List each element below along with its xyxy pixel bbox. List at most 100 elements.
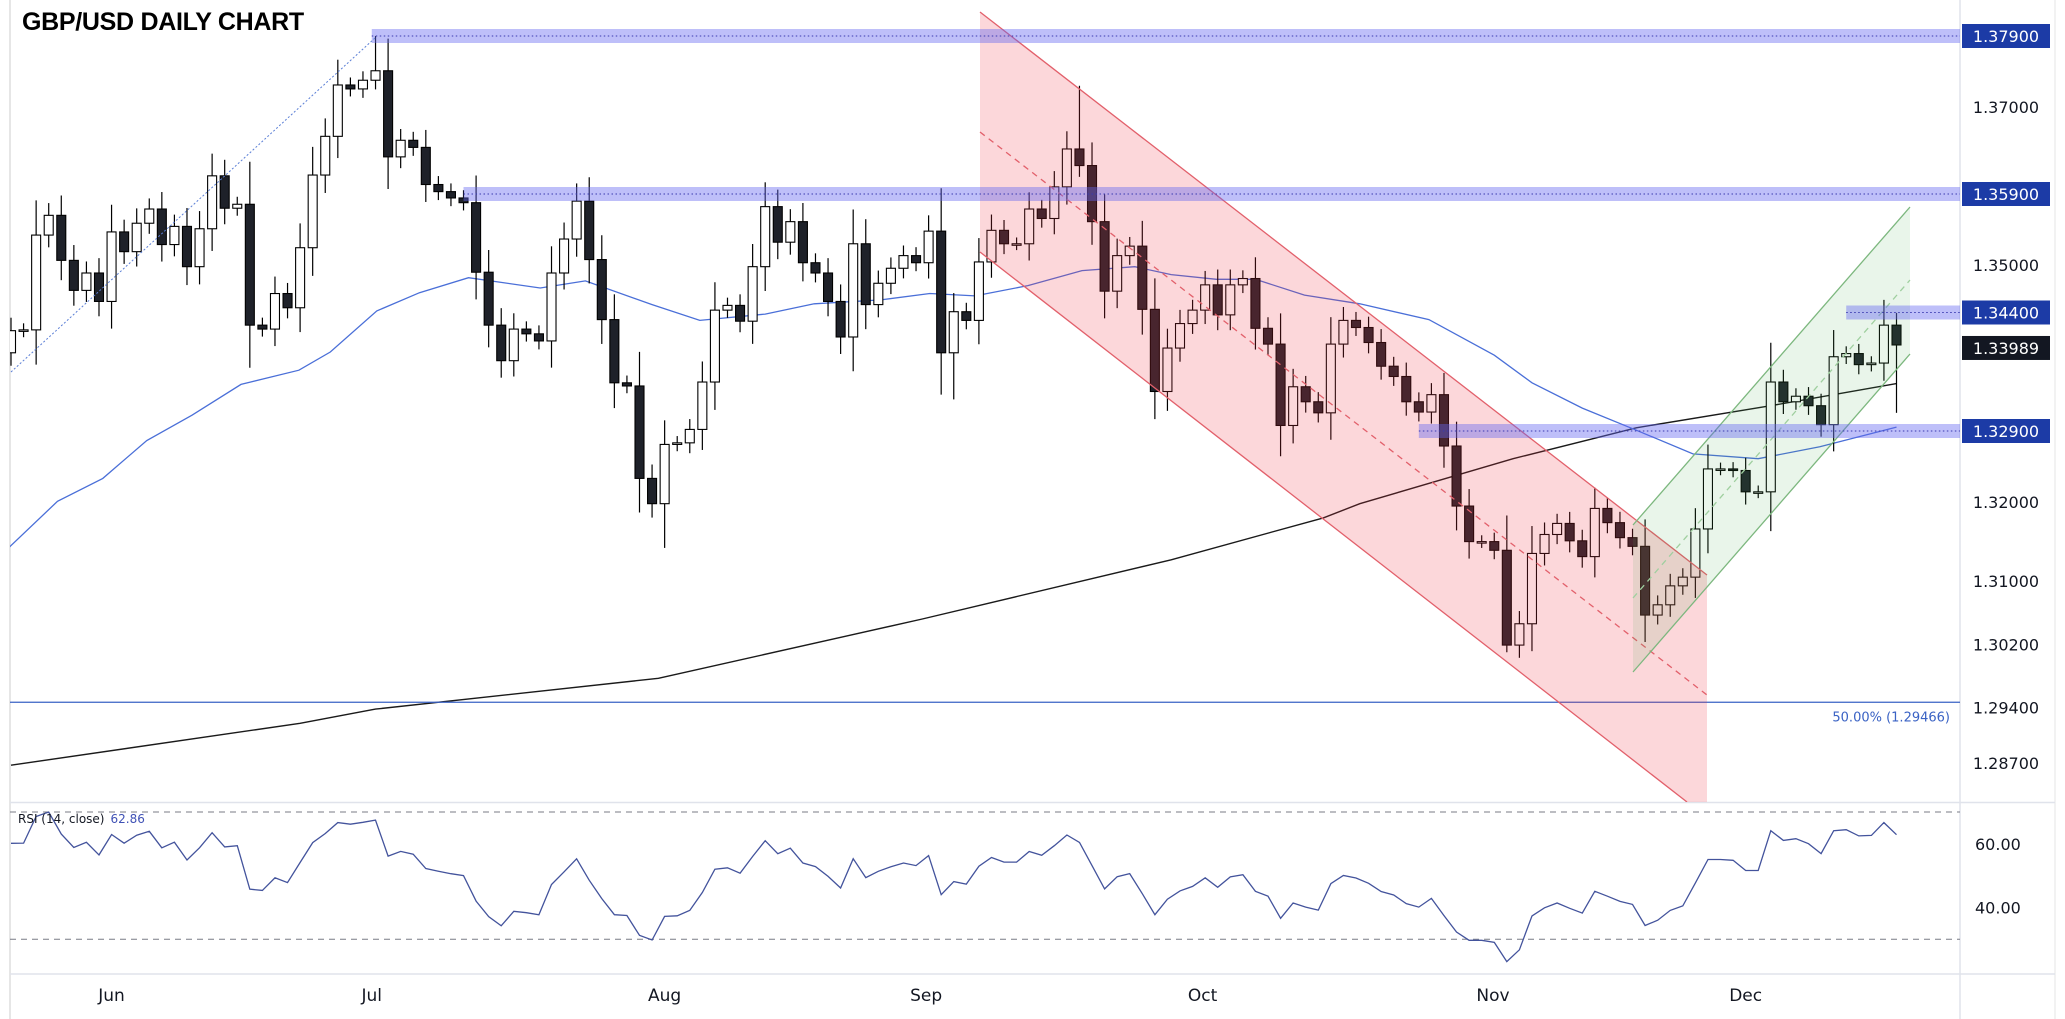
candle: [1112, 238, 1123, 309]
candle: [684, 419, 695, 454]
candle-body-down: [1036, 208, 1047, 220]
candle: [1200, 270, 1211, 325]
price-tick-label: 1.35000: [1973, 256, 2039, 275]
candle-body-down: [1778, 381, 1789, 403]
candle-body-down: [408, 139, 419, 148]
candle: [1124, 236, 1135, 265]
candle-body-up: [1225, 284, 1236, 316]
candle: [1853, 343, 1864, 375]
candle-body-down: [1740, 469, 1751, 493]
level-band: [371, 29, 1960, 43]
candle-body-up: [1124, 245, 1135, 257]
candle-body-down: [634, 385, 645, 479]
candle: [533, 325, 544, 350]
candle-body-up: [1024, 208, 1035, 245]
candle-body-up: [1476, 541, 1487, 544]
candle: [232, 196, 243, 216]
candle: [672, 436, 683, 452]
candle: [1690, 508, 1701, 598]
candle: [1300, 375, 1311, 413]
bullish-channel-upper: [1632, 206, 1911, 526]
month-tick-label: Jun: [97, 986, 125, 1006]
candle-body-down: [1489, 541, 1500, 551]
candle: [433, 176, 444, 201]
candle: [1476, 535, 1487, 548]
candle-body-up: [1866, 362, 1877, 366]
candle-body-up: [144, 208, 155, 224]
candle: [521, 321, 532, 342]
candle-body-down: [483, 271, 494, 326]
candle-body-down: [1350, 319, 1362, 329]
level-band: [1418, 424, 1960, 438]
candle: [1640, 519, 1651, 643]
candle: [1564, 511, 1575, 553]
candle: [923, 215, 934, 279]
candle-body-up: [948, 311, 959, 354]
candle: [722, 297, 733, 318]
candle-body-up: [848, 243, 859, 338]
candle: [1665, 573, 1676, 617]
candle-body-up: [571, 200, 582, 240]
rsi-line: [10, 811, 1897, 963]
candle: [1149, 278, 1160, 420]
candle-body-up: [1338, 319, 1349, 345]
candle: [370, 36, 381, 90]
candle-body-down: [1816, 405, 1827, 426]
candle: [1539, 522, 1550, 566]
candle: [797, 203, 808, 282]
candle-body-down: [1250, 277, 1261, 329]
candle: [1187, 299, 1198, 334]
candle: [898, 245, 909, 279]
candle-body-up: [1426, 394, 1437, 413]
candle-body-down: [1602, 507, 1613, 524]
candle: [408, 131, 419, 156]
candle: [395, 128, 406, 169]
candle: [1577, 529, 1588, 568]
candle: [93, 258, 105, 317]
candle-body-down: [609, 319, 620, 384]
candle-body-up: [1514, 623, 1525, 646]
candle: [1225, 269, 1236, 331]
candle-body-up: [973, 261, 984, 321]
candle: [18, 323, 29, 338]
candle-body-down: [1401, 375, 1412, 403]
trend-line-dotted: [10, 37, 376, 373]
bearish-channel-lower: [979, 251, 1688, 802]
candle-body-down: [1451, 445, 1462, 507]
candle: [835, 284, 846, 354]
bearish-channel: [979, 11, 1708, 802]
candle-body-up: [1288, 386, 1299, 427]
price-pane: 50.00% (1.29466): [10, 11, 1960, 802]
candle-body-down: [1262, 327, 1274, 345]
candle: [345, 77, 356, 97]
candle: [219, 159, 230, 225]
time-axis[interactable]: Jun Jul Aug Sep Oct Nov Dec: [97, 986, 1762, 1006]
candle: [181, 207, 193, 286]
last-price-label-box: [1962, 335, 2050, 360]
candle: [1464, 489, 1475, 559]
candle: [320, 118, 331, 193]
candle-body-up: [1665, 585, 1676, 606]
candle: [471, 175, 482, 300]
candle-body-down: [822, 272, 834, 302]
candle-body-up: [194, 228, 205, 268]
candle-body-up: [747, 266, 758, 322]
candle-body-up: [1187, 309, 1198, 325]
candle: [584, 177, 595, 284]
candle-body-down: [1099, 221, 1110, 292]
price-axis[interactable]: 1.37000 1.35000 1.32000 1.31000 1.30200 1.294…: [1962, 24, 2050, 917]
candle-body-down: [383, 70, 394, 158]
candle: [332, 59, 343, 159]
last-price-label: 1.33989: [1973, 339, 2039, 358]
candle: [973, 238, 984, 345]
candle-body-up: [1011, 243, 1022, 246]
candle: [68, 245, 79, 306]
candle-body-down: [910, 255, 922, 264]
candle-body-down: [998, 229, 1010, 245]
candle: [257, 317, 268, 337]
candle: [1677, 568, 1688, 595]
candle: [81, 261, 92, 302]
candle: [1325, 317, 1336, 440]
candle-body-up: [1765, 381, 1776, 493]
